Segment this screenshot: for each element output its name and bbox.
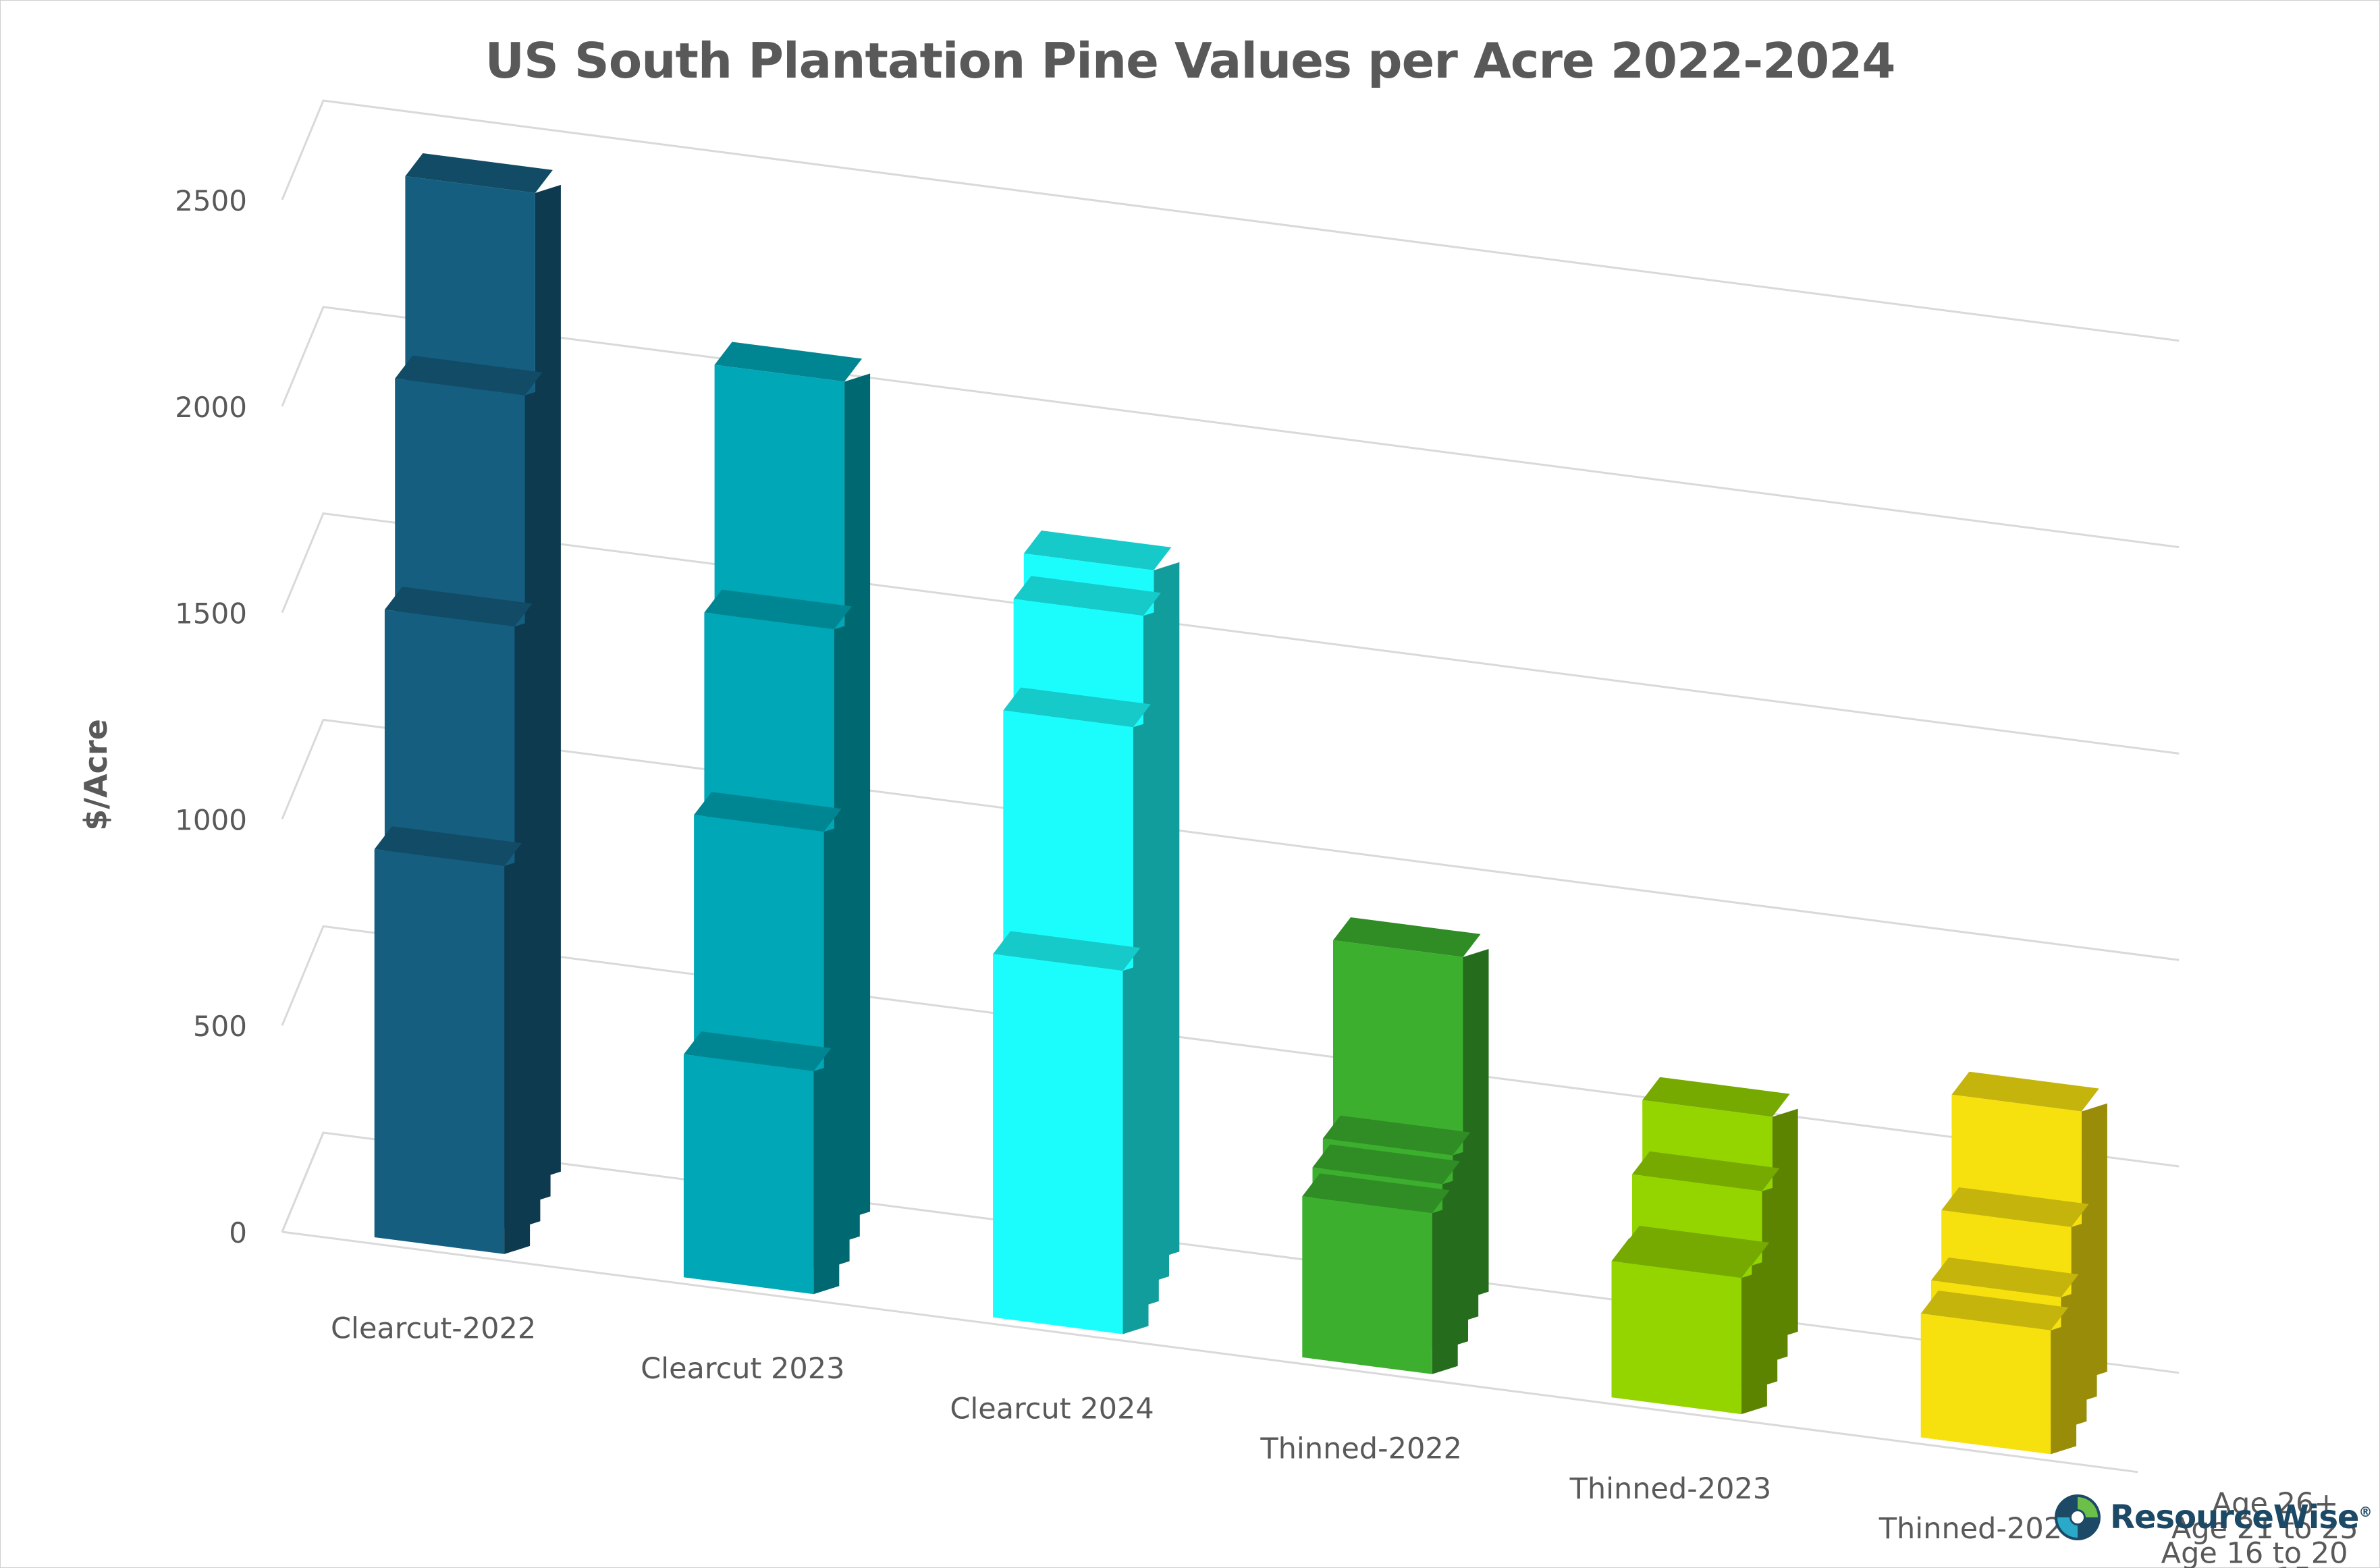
bar-side-face bbox=[2051, 1322, 2077, 1455]
gridline bbox=[281, 718, 2180, 961]
chart-title: US South Plantation Pine Values per Acre… bbox=[485, 32, 1896, 89]
axes bbox=[281, 1132, 2138, 1474]
bar-top-face bbox=[1951, 1071, 2099, 1112]
bar-front-face bbox=[683, 1054, 814, 1295]
bar-top-face bbox=[1322, 1115, 1471, 1156]
bar-top-face bbox=[1023, 531, 1172, 570]
series-label: Age < 15 bbox=[2176, 1561, 2312, 1568]
category-label: Thinned-2024 bbox=[1878, 1512, 2081, 1546]
bar-side-face bbox=[1123, 963, 1149, 1334]
axis-labels: 0 500 1000 1500 2000 2500 Clearcut-2022 Clearcu… bbox=[175, 184, 2358, 1568]
bar-top-face bbox=[1941, 1187, 2089, 1227]
bar bbox=[683, 1031, 840, 1295]
bar-side-face bbox=[1741, 1270, 1767, 1415]
x-axis-line bbox=[281, 1231, 2138, 1474]
depth-axis-line bbox=[281, 1132, 325, 1233]
gridline bbox=[281, 306, 2180, 549]
bar-top-face bbox=[374, 826, 522, 866]
gridline bbox=[281, 99, 2180, 342]
bar bbox=[374, 826, 531, 1254]
category-label: Thinned-2023 bbox=[1569, 1472, 1772, 1506]
bar-top-face bbox=[683, 1031, 832, 1071]
bar-top-face bbox=[1013, 576, 1161, 616]
bar-top-face bbox=[1642, 1077, 1790, 1117]
y-tick-label: 2000 bbox=[175, 391, 247, 424]
bar-top-face bbox=[395, 355, 543, 396]
bar bbox=[1302, 1173, 1458, 1374]
gridlines bbox=[281, 99, 2180, 1374]
gridline bbox=[281, 512, 2180, 755]
bar-top-face bbox=[1312, 1144, 1460, 1185]
bar-top-face bbox=[993, 931, 1141, 971]
gridline bbox=[281, 925, 2180, 1168]
category-label: Clearcut-2022 bbox=[331, 1312, 536, 1346]
bar-front-face bbox=[374, 849, 505, 1254]
bars bbox=[374, 153, 2107, 1455]
bar-top-face bbox=[704, 589, 852, 630]
bar-top-face bbox=[1003, 687, 1151, 728]
category-label: Clearcut 2024 bbox=[950, 1392, 1154, 1426]
bar-side-face bbox=[504, 858, 531, 1254]
bar-top-face bbox=[1920, 1291, 2069, 1330]
bar-front-face bbox=[1920, 1314, 2051, 1455]
bar-top-face bbox=[694, 792, 842, 832]
y-tick-label: 0 bbox=[229, 1216, 247, 1249]
bar bbox=[993, 931, 1149, 1334]
bar-top-face bbox=[405, 153, 553, 193]
bar-top-face bbox=[1302, 1173, 1450, 1214]
bar-top-face bbox=[1632, 1151, 1780, 1191]
bar-top-face bbox=[714, 342, 863, 382]
bar-front-face bbox=[993, 954, 1123, 1334]
bar-top-face bbox=[1611, 1238, 1759, 1278]
brand-name: ResourceWise® bbox=[2110, 1498, 2372, 1536]
series-label: Age 26+ bbox=[2212, 1487, 2339, 1521]
bar-side-face bbox=[1432, 1205, 1458, 1374]
gridline bbox=[281, 1131, 2180, 1374]
resourcewise-logo-icon bbox=[2055, 1494, 2101, 1540]
y-tick-label: 1500 bbox=[175, 597, 247, 630]
bar bbox=[1611, 1238, 1767, 1415]
series-label: Age 16 to 20 bbox=[2161, 1537, 2348, 1568]
y-tick-label: 500 bbox=[193, 1010, 247, 1043]
series-label: Age 21 to 25 bbox=[2171, 1512, 2358, 1546]
bar-top-face bbox=[1333, 917, 1481, 957]
bar-front-face bbox=[1302, 1196, 1432, 1374]
registered-mark: ® bbox=[2358, 1504, 2372, 1520]
y-tick-label: 2500 bbox=[175, 184, 247, 217]
category-label: Clearcut 2023 bbox=[641, 1352, 844, 1386]
bar-front-face bbox=[1611, 1261, 1741, 1415]
y-tick-label: 1000 bbox=[175, 803, 247, 836]
brand-name-text: ResourceWise bbox=[2110, 1498, 2359, 1536]
brand-logo: ResourceWise® bbox=[2052, 1490, 2372, 1544]
bar-top-face bbox=[384, 587, 533, 627]
bar-top-face bbox=[1930, 1258, 2079, 1297]
category-label: Thinned-2022 bbox=[1260, 1432, 1462, 1466]
bar-side-face bbox=[813, 1063, 840, 1295]
bar bbox=[1920, 1291, 2077, 1455]
y-axis-title: $/Acre bbox=[78, 719, 114, 831]
